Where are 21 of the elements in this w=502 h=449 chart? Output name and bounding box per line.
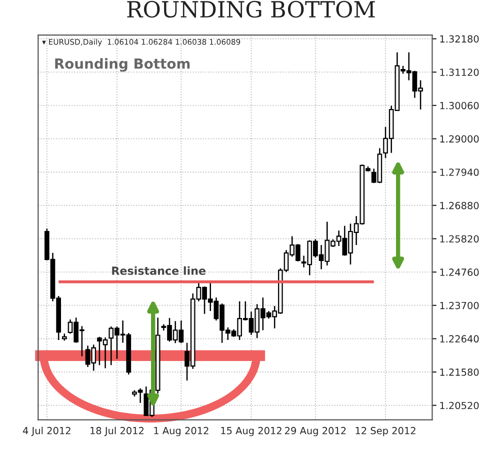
y-tick-label: 1.30060 (440, 102, 479, 110)
y-tick-label: 1.21580 (440, 368, 479, 376)
y-tick-label: 1.32180 (440, 35, 479, 43)
y-tick-label: 1.20520 (440, 402, 479, 410)
x-tick-label: 18 Jul 2012 (90, 426, 144, 436)
x-tick-label: 29 Aug 2012 (285, 426, 346, 436)
y-tick-label: 1.25820 (440, 235, 479, 243)
y-tick-label: 1.27940 (440, 168, 479, 176)
ref-line-label: Resistance line (112, 266, 206, 275)
y-tick-label: 1.31120 (440, 68, 479, 76)
y-tick-label: 1.26880 (440, 202, 479, 210)
y-tick-label: 1.29000 (440, 135, 479, 143)
y-tick-label: 1.24760 (440, 268, 479, 276)
chart-title: ROUNDING BOTTOM (127, 0, 375, 18)
x-tick-label: 1 Aug 2012 (154, 426, 208, 436)
x-tick-label: 12 Sep 2012 (356, 426, 416, 436)
y-tick-label: 1.22640 (440, 335, 479, 343)
y-tick-label: 1.23700 (440, 302, 479, 310)
annotation: Rounding Bottom (55, 58, 190, 72)
x-tick-label: 4 Jul 2012 (22, 426, 70, 436)
x-tick-label: 15 Aug 2012 (221, 426, 282, 436)
